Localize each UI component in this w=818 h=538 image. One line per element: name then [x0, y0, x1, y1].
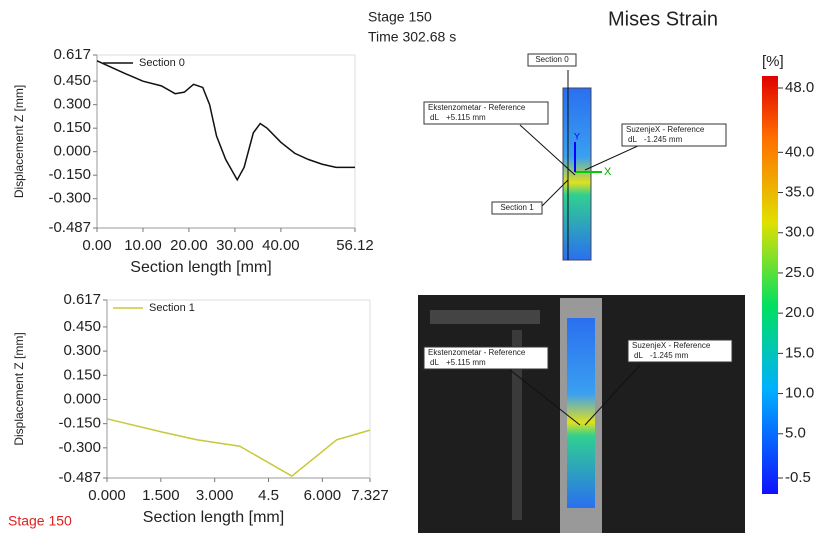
y-tick-label: -0.300 [48, 190, 91, 207]
x-axis-title: Section length [mm] [130, 259, 271, 276]
ext-name: Ekstenzometar - Reference [428, 348, 526, 357]
colorbar [762, 76, 778, 494]
x-tick-label: 1.500 [142, 487, 180, 504]
series-line [97, 61, 355, 180]
colorbar-tick-label: 20.0 [785, 304, 814, 321]
leader [585, 145, 640, 170]
colorbar-unit: [%] [762, 53, 784, 70]
suz-key: dL [634, 351, 643, 360]
section0-label: Section 0 [535, 55, 569, 64]
y-tick-label: 0.617 [63, 291, 101, 308]
suz-key: dL [628, 135, 637, 144]
section1-label: Section 1 [500, 203, 534, 212]
grip [430, 310, 540, 324]
legend-label: Section 0 [139, 57, 185, 69]
axis-y-label: Y [574, 131, 580, 141]
x-tick-label: 20.00 [170, 237, 208, 254]
suz-value: -1.245 mm [644, 135, 683, 144]
colorbar-tick-label: 40.0 [785, 143, 814, 160]
specimen-photo [567, 318, 595, 508]
axis-x-label: X [604, 166, 612, 178]
legend-label: Section 1 [149, 302, 195, 314]
colorbar-tick-label: 5.0 [785, 425, 806, 442]
y-tick-label: -0.487 [48, 219, 91, 236]
y-tick-label: 0.150 [63, 366, 101, 383]
stage: Stage 150 [368, 9, 432, 25]
ext-value: +5.115 mm [446, 113, 486, 122]
colorbar-tick-label: 30.0 [785, 224, 814, 241]
y-tick-label: -0.487 [58, 469, 101, 486]
y-tick-label: 0.450 [63, 318, 101, 335]
colorbar-tick-label: 48.0 [785, 79, 814, 96]
suz-name: SuzenjeX - Reference [632, 341, 711, 350]
x-tick-label: 4.5 [258, 487, 279, 504]
time: Time 302.68 s [368, 29, 456, 45]
y-tick-label: -0.150 [58, 415, 101, 432]
ext-key: dL [430, 358, 439, 367]
y-tick-label: 0.150 [53, 119, 91, 136]
y-tick-label: -0.150 [48, 166, 91, 183]
y-tick-label: 0.000 [63, 390, 101, 407]
y-tick-label: 0.000 [53, 143, 91, 160]
colorbar-tick-label: 10.0 [785, 385, 814, 402]
y-tick-label: 0.450 [53, 72, 91, 89]
colorbar-tick-label: -0.5 [785, 469, 811, 486]
y-tick-label: 0.300 [63, 342, 101, 359]
title: Mises Strain [608, 8, 718, 30]
x-tick-label: 30.00 [216, 237, 254, 254]
ext-key: dL [430, 113, 439, 122]
y-axis-title: Displacement Z [mm] [12, 85, 26, 198]
colorbar-tick-label: 35.0 [785, 184, 814, 201]
x-tick-label: 7.327 [351, 487, 389, 504]
x-tick-label: 6.000 [304, 487, 342, 504]
colorbar-tick-label: 25.0 [785, 264, 814, 281]
ext-name: Ekstenzometar - Reference [428, 103, 526, 112]
specimen-3d [563, 88, 591, 260]
footer-stage: Stage 150 [8, 513, 72, 529]
y-tick-label: 0.300 [53, 96, 91, 113]
y-axis-title: Displacement Z [mm] [12, 332, 26, 445]
colorbar-tick-label: 15.0 [785, 344, 814, 361]
x-tick-label: 0.00 [82, 237, 111, 254]
x-tick-label: 40.00 [262, 237, 300, 254]
screen: Stage 150 Time 302.68 s Mises Strain Sta… [0, 0, 818, 533]
series-line [107, 419, 370, 476]
x-tick-label: 10.00 [124, 237, 162, 254]
y-tick-label: -0.300 [58, 439, 101, 456]
suz-value: -1.245 mm [650, 351, 689, 360]
x-axis-title: Section length [mm] [143, 509, 284, 526]
x-tick-label: 3.000 [196, 487, 234, 504]
x-tick-label: 56.12 [336, 237, 374, 254]
suz-name: SuzenjeX - Reference [626, 125, 705, 134]
y-tick-label: 0.617 [53, 46, 91, 63]
photo-view: Ekstenzometar - Reference dL +5.115 mm S… [418, 295, 745, 533]
ext-value: +5.115 mm [446, 358, 486, 367]
view-3d: X Y Section 0 Section 1 Ekstenzometar - … [424, 54, 726, 260]
x-tick-label: 0.000 [88, 487, 126, 504]
